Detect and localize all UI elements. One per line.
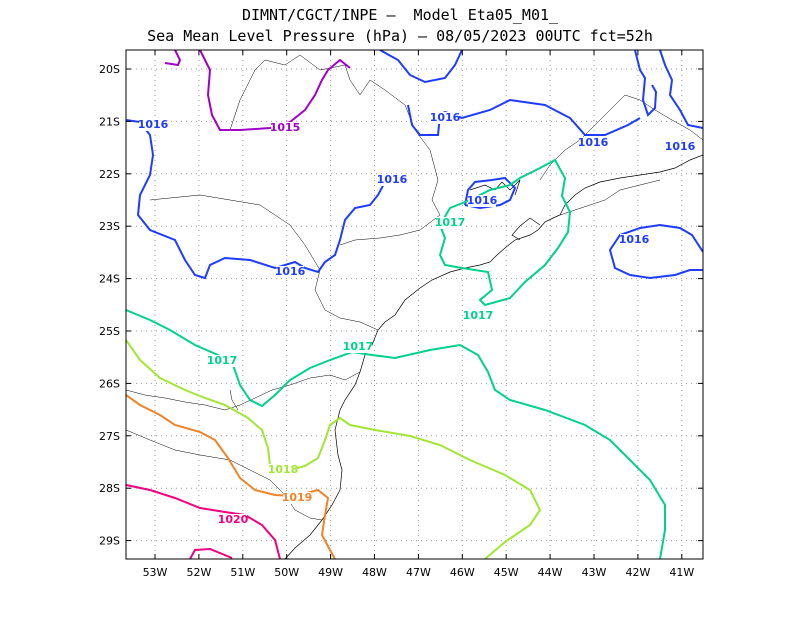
contour-1020 bbox=[126, 484, 281, 559]
state-borders bbox=[126, 54, 703, 521]
contour-label-1016: 1016 bbox=[275, 265, 306, 278]
lon-label: 53W bbox=[143, 566, 168, 579]
contour-1017-north bbox=[438, 158, 572, 307]
map-frame bbox=[125, 49, 704, 560]
contour-1016-east bbox=[608, 50, 703, 280]
contour-label-bg bbox=[378, 174, 406, 186]
map-grid bbox=[126, 50, 703, 559]
contour-label-1017: 1017 bbox=[435, 216, 466, 229]
lon-label: 50W bbox=[274, 566, 299, 579]
contour-1016-west bbox=[126, 119, 401, 280]
contour-label-1018: 1018 bbox=[268, 463, 299, 476]
lat-label: 23S bbox=[99, 220, 120, 233]
contour-label-1016: 1016 bbox=[665, 140, 696, 153]
lat-label: 28S bbox=[99, 482, 120, 495]
lon-label: 51W bbox=[230, 566, 255, 579]
contour-label-bg bbox=[208, 355, 236, 367]
contour-label-bg bbox=[431, 112, 459, 124]
contour-label-bg bbox=[283, 492, 311, 504]
contour-label-bg bbox=[468, 195, 496, 207]
contour-label-1016: 1016 bbox=[578, 136, 609, 149]
axis-ticks: 20S 21S 22S 23S 24S 25S 26S 27S 28S 29S 53W 52W 51W 5… bbox=[99, 50, 703, 579]
contour-label-1017: 1017 bbox=[463, 309, 494, 322]
contour-label-1019: 1019 bbox=[282, 491, 313, 504]
contour-1015 bbox=[164, 50, 351, 131]
lat-label: 22S bbox=[99, 168, 120, 181]
lat-label: 25S bbox=[99, 325, 120, 338]
contour-label-bg bbox=[666, 141, 694, 153]
lat-label: 26S bbox=[99, 377, 120, 390]
contour-label-bg bbox=[620, 234, 648, 246]
contour-label-bg bbox=[139, 119, 167, 131]
contour-label-1017: 1017 bbox=[343, 340, 374, 353]
coastline bbox=[284, 154, 703, 559]
lon-label: 41W bbox=[669, 566, 694, 579]
contour-label-bg bbox=[579, 137, 607, 149]
contour-label-1016: 1016 bbox=[430, 111, 461, 124]
contour-label-1016: 1016 bbox=[467, 194, 498, 207]
contour-1019 bbox=[126, 394, 336, 559]
contour-lines bbox=[126, 50, 703, 559]
contour-label-bg bbox=[219, 514, 247, 526]
contour-label-1016: 1016 bbox=[138, 118, 169, 131]
lon-label: 49W bbox=[318, 566, 343, 579]
contour-label-1015: 1015 bbox=[270, 121, 301, 134]
map-title-line1: DIMNT/CGCT/INPE – Model Eta05_M01_ bbox=[241, 6, 559, 24]
lon-label: 44W bbox=[538, 566, 563, 579]
lat-label: 29S bbox=[99, 535, 120, 548]
contour-label-bg bbox=[271, 122, 299, 134]
contour-label-bg bbox=[344, 341, 372, 353]
lon-label: 52W bbox=[186, 566, 211, 579]
contour-1018 bbox=[126, 339, 542, 559]
lat-label: 27S bbox=[99, 430, 120, 443]
lat-label: 20S bbox=[99, 63, 120, 76]
contour-label-1017: 1017 bbox=[207, 354, 238, 367]
map-title-line2: Sea Mean Level Pressure (hPa) – 08/05/20… bbox=[147, 27, 653, 45]
contour-label-1016: 1016 bbox=[619, 233, 650, 246]
lon-label: 47W bbox=[406, 566, 431, 579]
lon-label: 42W bbox=[625, 566, 650, 579]
contour-label-bg bbox=[464, 310, 492, 322]
contour-label-bg bbox=[269, 464, 297, 476]
contour-label-1016: 1016 bbox=[377, 173, 408, 186]
contour-label-bg bbox=[276, 266, 304, 278]
lon-label: 46W bbox=[450, 566, 475, 579]
lon-label: 43W bbox=[582, 566, 607, 579]
lon-label: 48W bbox=[362, 566, 387, 579]
contour-label-1020: 1020 bbox=[218, 513, 249, 526]
contour-label-bg bbox=[436, 217, 464, 229]
lat-label: 24S bbox=[99, 273, 120, 286]
lon-label: 45W bbox=[494, 566, 519, 579]
lat-label: 21S bbox=[99, 115, 120, 128]
contour-1016-north bbox=[379, 50, 641, 136]
